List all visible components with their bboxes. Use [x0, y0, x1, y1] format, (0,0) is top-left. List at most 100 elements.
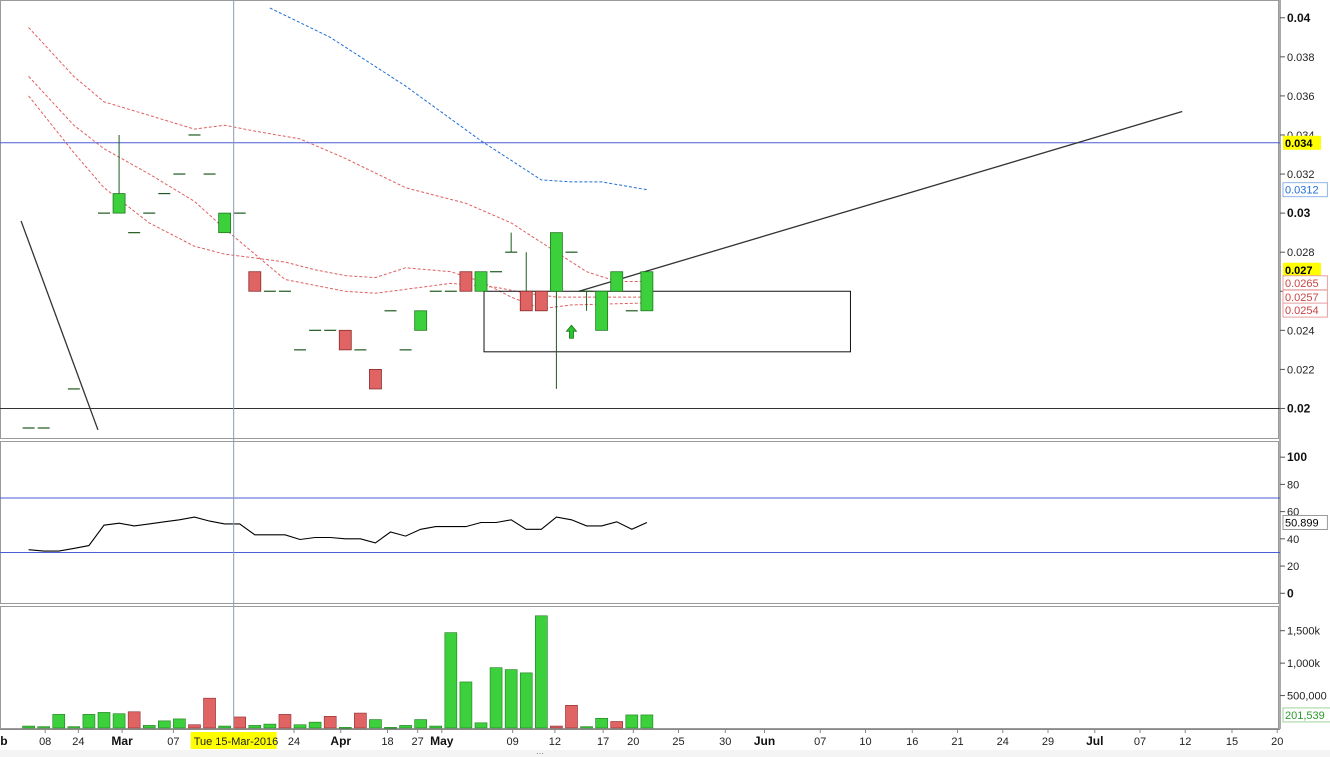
bottom-scroll-track[interactable] [0, 750, 1330, 757]
volume-bar [489, 667, 503, 729]
x-tick-label: 17 [597, 736, 609, 748]
value-tag-bg [1282, 707, 1330, 723]
price-tick-label: 0.03 [1287, 206, 1311, 220]
volume-bar [369, 719, 382, 729]
x-tick-label: 30 [719, 736, 731, 748]
volume-bar [504, 669, 518, 729]
x-tick-label: 27 [412, 736, 424, 748]
value-tag-bg [1282, 515, 1328, 530]
candle [519, 252, 533, 312]
value-tag-label: 0.0312 [1285, 185, 1319, 197]
value-tag-bg [1282, 182, 1328, 198]
candle [369, 368, 382, 390]
volume-bar [233, 716, 247, 729]
volume-bar [82, 714, 96, 729]
x-tick-label: 24 [997, 736, 1009, 748]
value-tag: 0.0257 [1282, 289, 1328, 305]
oscillator-levels [0, 497, 1280, 553]
x-tick-label: 16 [906, 736, 918, 748]
volume-bar [52, 714, 66, 729]
value-tag-label: 0.0254 [1285, 305, 1319, 317]
volume-tick-label: 500,000 [1287, 691, 1327, 703]
volume-bar [474, 722, 488, 729]
volume-bar [308, 721, 322, 729]
volume-bar [384, 727, 397, 729]
candles [22, 134, 654, 429]
candle-body [218, 212, 232, 234]
x-tick-label: 20 [627, 736, 639, 748]
volume-bar [565, 704, 578, 729]
value-tag-label: 201,539 [1285, 710, 1325, 722]
candle-body [610, 271, 624, 292]
oscillator-panel[interactable] [0, 441, 1280, 604]
volume-bar [459, 681, 473, 729]
range-rectangle[interactable] [483, 290, 851, 353]
value-tag-bg [1282, 302, 1328, 318]
candle [595, 290, 609, 331]
value-tag-label: 0.0257 [1285, 292, 1319, 304]
candle-body [338, 329, 352, 351]
x-tick-label: 12 [549, 736, 561, 748]
candle-body [474, 271, 488, 292]
volume-bar [444, 632, 458, 729]
candle [459, 271, 473, 292]
volume-bar [22, 725, 35, 729]
value-tag-label: 50.899 [1285, 518, 1319, 530]
volume-bar [278, 714, 292, 729]
x-tick-label: Mar [111, 734, 133, 748]
oscillator-panel-frame [0, 441, 1279, 604]
volume-bar [203, 697, 216, 729]
value-tag-label: 0.0265 [1285, 278, 1319, 290]
osc-tick-label: 80 [1287, 479, 1299, 491]
volume-bar [354, 712, 367, 729]
x-tick-label: 15 [1226, 736, 1238, 748]
volume-bar [535, 615, 548, 729]
candle [550, 232, 563, 389]
osc-tick-label: 0 [1287, 586, 1294, 600]
volume-bar [142, 725, 156, 729]
volume-bar [595, 717, 608, 729]
value-tag: 201,539 [1282, 707, 1330, 723]
value-tag-label: 0.027 [1285, 265, 1313, 277]
price-tick-label: 0.028 [1287, 247, 1315, 259]
value-tag: 50.899 [1282, 515, 1328, 530]
price-tick-label: 0.022 [1287, 364, 1315, 376]
x-tick-label: May [430, 734, 454, 748]
x-axis-band [0, 730, 1330, 750]
x-tick-label: 12 [1179, 736, 1191, 748]
volume-bar [263, 723, 277, 729]
price-tick-label: 0.038 [1287, 52, 1315, 64]
trendlines [20, 110, 1183, 431]
price-panel-frame [0, 0, 1279, 439]
volume-panel[interactable] [0, 606, 1279, 729]
price-panel[interactable] [0, 0, 1280, 439]
x-tick-label: 08 [39, 736, 51, 748]
volume-bar [158, 720, 171, 729]
value-tag: 0.0265 [1282, 275, 1328, 291]
x-tick-label: 29 [1042, 736, 1054, 748]
volume-bar [248, 725, 262, 729]
oscillator-line [28, 516, 648, 552]
value-tag-label: 0.034 [1285, 138, 1313, 150]
crosshair-date-label: Tue 15-Mar-2016 [194, 736, 279, 748]
x-axis: Feb 08 24 Mar 07 24 Apr 18 27 May 09 12 17 20 25 30 Jun 0… [0, 729, 1330, 750]
osc-tick-label: 20 [1287, 561, 1299, 573]
dashed-line-1 [28, 27, 647, 282]
candle-body [248, 271, 262, 292]
x-tick-label: 07 [167, 736, 179, 748]
x-tick-label: 09 [507, 736, 519, 748]
candle [505, 232, 518, 253]
volume-bar [610, 721, 624, 729]
volume-bar [625, 714, 639, 729]
candle-body [414, 310, 428, 331]
volume-bar [580, 726, 593, 729]
x-tick-label: 18 [381, 736, 393, 748]
candle [580, 290, 593, 311]
volume-bar [218, 725, 231, 729]
volume-bar [519, 672, 533, 729]
candle-body [519, 290, 533, 312]
volume-bar [399, 725, 412, 729]
scroll-grip-icon[interactable]: ⋯ [536, 749, 544, 757]
trendline-1 [578, 110, 1183, 292]
